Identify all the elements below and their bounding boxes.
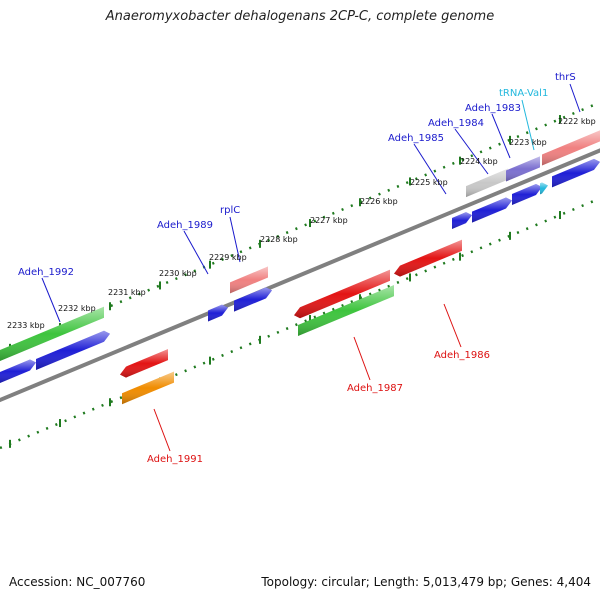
scale-label-2232: 2232 kbp bbox=[58, 304, 96, 313]
leader-rplC bbox=[229, 216, 241, 263]
gene-mark-orange-lower-shade bbox=[122, 371, 174, 405]
scale-label-group: 2222 kbp 2223 kbp 2224 kbp 2225 kbp 2226… bbox=[7, 117, 596, 330]
gene-label-tRNA-Val1[interactable]: tRNA-Val1 bbox=[499, 88, 548, 99]
gene-label-Adeh_1991[interactable]: Adeh_1991 bbox=[147, 454, 203, 465]
scale-label-2231: 2231 kbp bbox=[108, 288, 146, 297]
scale-label-2229: 2229 kbp bbox=[209, 253, 247, 262]
scale-label-2222: 2222 kbp bbox=[558, 117, 596, 126]
lower-scale-ruler-dots bbox=[0, 197, 600, 450]
leader-Adeh_1987 bbox=[353, 336, 371, 381]
gene-mark-blue-1-shade bbox=[0, 359, 36, 383]
scale-label-2233: 2233 kbp bbox=[7, 321, 45, 330]
gene-mark-green-upper-shade bbox=[0, 306, 104, 361]
gene-label-Adeh_1987[interactable]: Adeh_1987 bbox=[347, 383, 403, 394]
gene-mark-purple-upper-shade bbox=[506, 156, 540, 182]
gene-mark-pink-upper-shade bbox=[230, 266, 268, 294]
label-leader-group bbox=[41, 83, 581, 452]
gene-mark-red-Adeh_1986-shade bbox=[394, 239, 462, 277]
scale-label-2230: 2230 kbp bbox=[159, 269, 197, 278]
gene-mark-blue-rplC-shade bbox=[208, 304, 228, 322]
leader-tRNA-Val1 bbox=[521, 99, 535, 151]
gene-mark-blue-Adeh_1983-shade bbox=[512, 184, 542, 206]
scale-label-2226: 2226 kbp bbox=[360, 197, 398, 206]
gene-mark-blue-2-shade bbox=[36, 330, 110, 371]
leader-Adeh_1989 bbox=[183, 230, 209, 275]
gene-label-thrS[interactable]: thrS bbox=[555, 72, 576, 83]
scale-label-2225: 2225 kbp bbox=[410, 178, 448, 187]
gene-mark-blue-thrS-shade bbox=[552, 158, 600, 188]
gene-mark-blue-Adeh_1989-shade bbox=[234, 287, 272, 312]
gene-mark-cyan-tRNA-shade bbox=[540, 182, 548, 195]
upper-scale-ruler-dots bbox=[0, 101, 600, 354]
leader-Adeh_1985 bbox=[413, 143, 447, 195]
gene-label-Adeh_1985[interactable]: Adeh_1985 bbox=[388, 133, 444, 144]
leader-Adeh_1984 bbox=[454, 128, 489, 175]
scale-label-2223: 2223 kbp bbox=[509, 138, 547, 147]
topology-summary-text: Topology: circular; Length: 5,013,479 bp… bbox=[261, 575, 591, 589]
gene-mark-blue-Adeh_1985-shade bbox=[452, 212, 472, 229]
gene-label-group: thrS tRNA-Val1 Adeh_1983 Adeh_1984 Adeh_… bbox=[18, 72, 576, 465]
leader-Adeh_1991 bbox=[153, 408, 171, 452]
gene-label-Adeh_1986[interactable]: Adeh_1986 bbox=[434, 350, 490, 361]
scale-label-2227: 2227 kbp bbox=[310, 216, 348, 225]
track-group bbox=[0, 101, 600, 450]
scale-label-2228: 2228 kbp bbox=[260, 235, 298, 244]
leader-Adeh_1992 bbox=[41, 277, 61, 323]
gene-mark-green-lower-shade bbox=[298, 285, 394, 337]
gene-mark-grey-upper-shade bbox=[466, 168, 508, 198]
leader-thrS bbox=[569, 83, 581, 113]
scale-label-2224: 2224 kbp bbox=[460, 157, 498, 166]
map-title: Anaeromyxobacter dehalogenans 2CP-C, com… bbox=[105, 9, 495, 24]
gene-mark-pink-thrS-shade bbox=[542, 130, 600, 166]
leader-Adeh_1986 bbox=[443, 303, 462, 348]
gene-label-Adeh_1989[interactable]: Adeh_1989 bbox=[157, 220, 213, 231]
gene-label-Adeh_1992[interactable]: Adeh_1992 bbox=[18, 267, 74, 278]
gene-label-rplC[interactable]: rplC bbox=[220, 205, 240, 216]
gene-label-Adeh_1983[interactable]: Adeh_1983 bbox=[465, 103, 521, 114]
gene-mark-red-Adeh_1987-shade bbox=[294, 269, 390, 319]
gene-group bbox=[0, 130, 600, 405]
gene-label-Adeh_1984[interactable]: Adeh_1984 bbox=[428, 118, 484, 129]
gene-mark-blue-Adeh_1984-shade bbox=[472, 197, 512, 223]
gene-mark-red-Adeh_1991-shade bbox=[120, 349, 168, 378]
accession-text: Accession: NC_007760 bbox=[9, 575, 146, 589]
leader-Adeh_1983 bbox=[491, 113, 511, 159]
genome-backbone-line bbox=[0, 148, 600, 403]
